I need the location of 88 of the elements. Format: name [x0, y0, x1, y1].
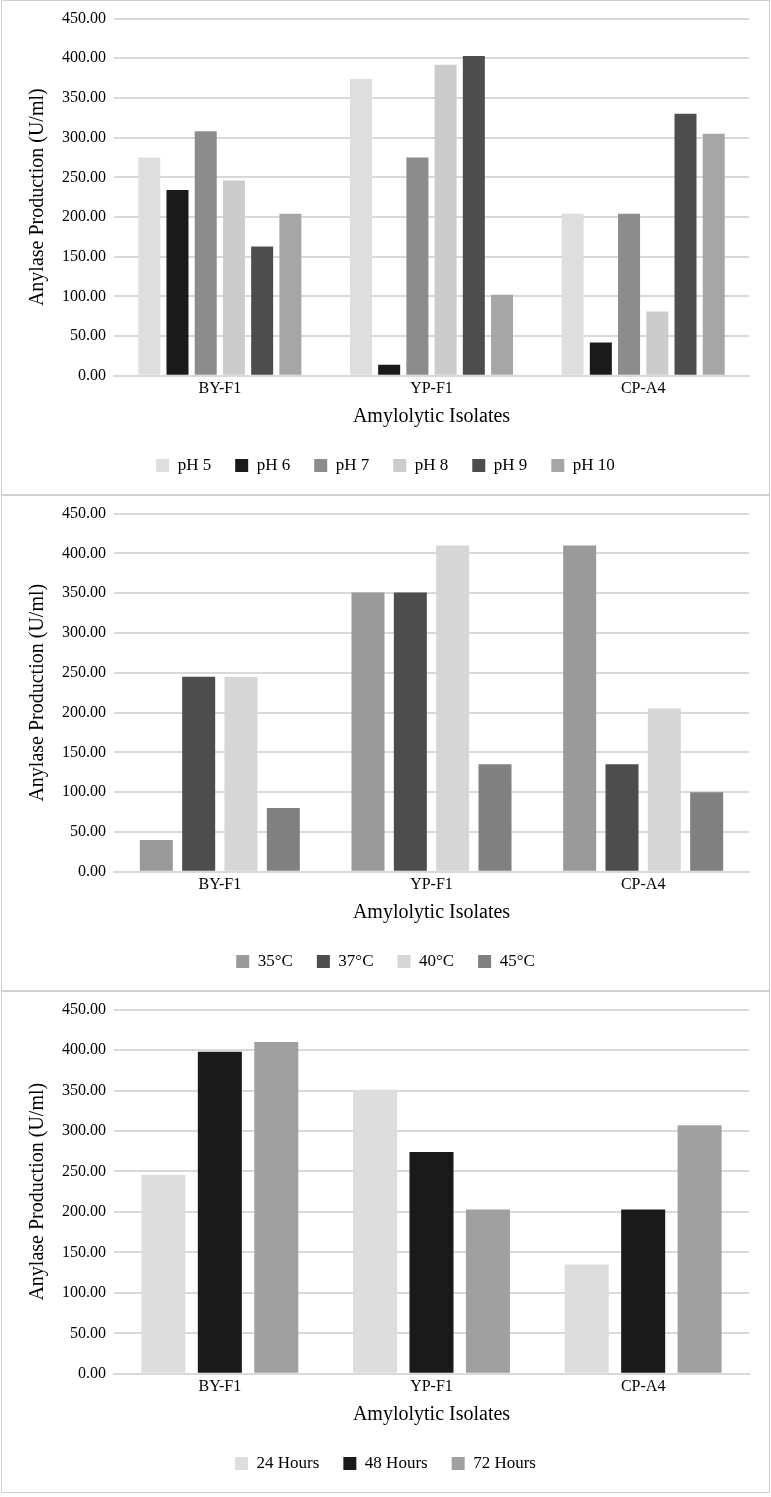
bar [677, 1125, 722, 1373]
y-tick-label: 400.00 [62, 543, 106, 561]
y-tick-label: 300.00 [62, 623, 106, 641]
y-tick-label: 100.00 [62, 286, 106, 304]
y-tick-label: 350.00 [62, 1080, 106, 1098]
y-axis-title: Anylase Production (U/ml) [25, 88, 49, 307]
legend-label: pH 10 [572, 454, 615, 474]
x-axis-title: Amylolytic Isolates [352, 1402, 511, 1426]
bar [166, 190, 189, 375]
legend-label: pH 5 [177, 454, 212, 474]
legend-label: 72 Hours [473, 1452, 536, 1472]
x-tick-label: BY-F1 [198, 378, 242, 396]
y-tick-label: 350.00 [62, 583, 106, 601]
y-tick-label: 150.00 [62, 1242, 106, 1260]
bar [351, 592, 385, 871]
x-tick-label: BY-F1 [198, 1376, 242, 1394]
legend-label: 40°C [419, 950, 455, 970]
legend-label: pH 6 [256, 454, 291, 474]
bar [674, 113, 697, 375]
y-tick-label: 0.00 [78, 1364, 106, 1381]
x-axis-title: Amylolytic Isolates [352, 900, 511, 924]
bar [605, 764, 639, 871]
bar [378, 364, 401, 375]
legend-label: 35°C [257, 950, 293, 970]
y-tick-label: 0.00 [78, 862, 106, 879]
legend-label: pH 8 [414, 454, 449, 474]
y-tick-label: 200.00 [62, 702, 106, 720]
x-tick-label: YP-F1 [410, 1376, 453, 1394]
bar [563, 545, 597, 871]
x-tick-label: CP-A4 [620, 874, 666, 892]
bar [182, 676, 216, 871]
y-tick-label: 400.00 [62, 48, 106, 66]
y-tick-label: 250.00 [62, 167, 106, 185]
x-axis-title: Amylolytic Isolates [352, 404, 511, 428]
legend-label: 37°C [338, 950, 374, 970]
bar [197, 1051, 242, 1373]
bar [279, 213, 302, 375]
legend-label: 45°C [499, 950, 535, 970]
bar [266, 808, 300, 871]
y-tick-label: 250.00 [62, 1161, 106, 1179]
y-tick-label: 450.00 [62, 503, 106, 521]
y-tick-label: 300.00 [62, 1121, 106, 1139]
legend-label: 48 Hours [364, 1452, 428, 1472]
y-tick-label: 150.00 [62, 742, 106, 760]
y-tick-label: 300.00 [62, 127, 106, 145]
bar [491, 294, 514, 375]
y-tick-label: 450.00 [62, 999, 106, 1017]
bar [409, 1152, 454, 1373]
x-tick-label: CP-A4 [620, 1376, 666, 1394]
bar [254, 1041, 299, 1373]
y-tick-label: 50.00 [70, 326, 106, 344]
y-tick-label: 250.00 [62, 663, 106, 680]
y-tick-label: 0.00 [78, 366, 106, 383]
x-tick-label: YP-F1 [410, 378, 453, 396]
bar [478, 764, 512, 871]
y-tick-label: 450.00 [62, 8, 106, 26]
bar [393, 592, 427, 871]
bar [406, 157, 429, 375]
x-tick-label: CP-A4 [620, 378, 666, 396]
bar [434, 64, 457, 375]
bar [222, 180, 245, 375]
x-tick-label: YP-F1 [410, 874, 453, 892]
bar [646, 311, 669, 375]
bar [621, 1209, 666, 1373]
bar [589, 342, 612, 375]
bar [139, 839, 173, 871]
x-tick-label: BY-F1 [198, 874, 242, 892]
y-tick-label: 200.00 [62, 207, 106, 225]
y-tick-label: 350.00 [62, 88, 106, 106]
y-tick-label: 100.00 [62, 1283, 106, 1301]
bar [465, 1209, 510, 1373]
y-tick-label: 200.00 [62, 1202, 106, 1220]
y-tick-label: 50.00 [70, 1323, 106, 1341]
y-axis-title: Anylase Production (U/ml) [25, 583, 49, 802]
y-tick-label: 400.00 [62, 1040, 106, 1058]
bar [618, 213, 641, 375]
bar [702, 133, 725, 375]
y-tick-label: 150.00 [62, 246, 106, 264]
bar [690, 792, 724, 871]
bar [462, 55, 485, 375]
bar [251, 246, 274, 375]
y-tick-label: 50.00 [70, 822, 106, 840]
bar [194, 131, 217, 375]
legend-label: pH 7 [335, 454, 370, 474]
y-axis-title: Anylase Production (U/ml) [25, 1082, 49, 1301]
legend-label: 24 Hours [256, 1452, 320, 1472]
legend-label: pH 9 [493, 454, 528, 474]
y-tick-label: 100.00 [62, 782, 106, 800]
